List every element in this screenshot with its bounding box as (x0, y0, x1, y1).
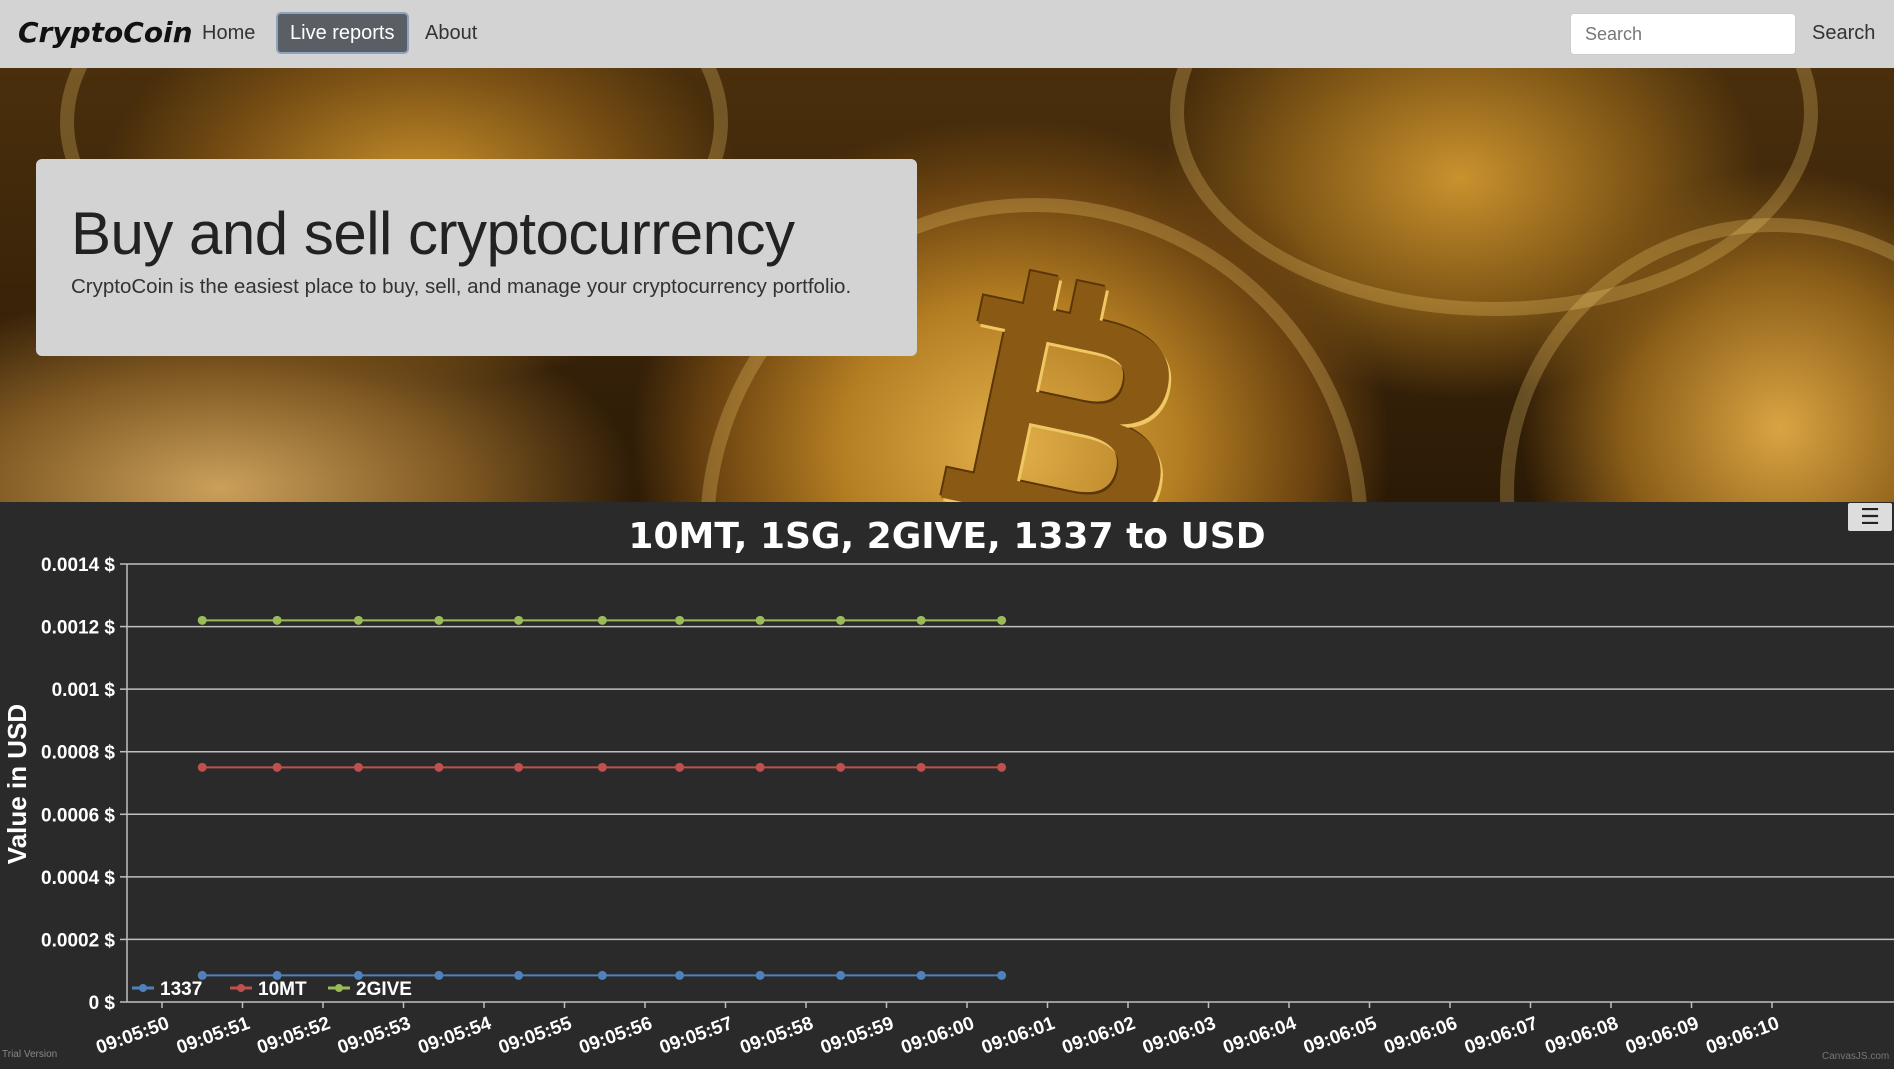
chart-legend[interactable]: 1337 10MT 2GIVE (132, 979, 412, 1000)
legend-dot-2GIVE (335, 984, 343, 992)
x-tick-label: 09:05:50 (93, 1013, 172, 1059)
x-tick-label: 09:05:58 (737, 1013, 816, 1059)
chart-series (197, 615, 1007, 980)
data-point-10MT (916, 762, 926, 772)
data-point-1337 (916, 970, 926, 980)
data-point-2GIVE (514, 615, 524, 625)
x-tick-label: 09:06:05 (1301, 1013, 1380, 1059)
x-tick-label: 09:05:56 (576, 1013, 655, 1059)
data-point-1337 (755, 970, 765, 980)
x-tick-label: 09:05:55 (496, 1013, 575, 1059)
chart-title: 10MT, 1SG, 2GIVE, 1337 to USD (628, 516, 1265, 557)
x-tick-label: 09:06:07 (1462, 1013, 1541, 1059)
data-point-2GIVE (997, 615, 1007, 625)
data-point-1337 (434, 970, 444, 980)
data-point-1337 (197, 970, 207, 980)
x-tick-label: 09:06:01 (979, 1013, 1058, 1059)
y-axis-ticks: 0 $ 0.0002 $ 0.0004 $ 0.0006 $ 0.0008 $ 0.001… (41, 555, 115, 1014)
brand-logo[interactable]: CryptoCoin (18, 16, 193, 49)
data-point-1337 (514, 970, 524, 980)
y-tick-label: 0.0006 $ (41, 805, 115, 826)
chart-credit-link[interactable]: CanvasJS.com (1822, 1051, 1890, 1062)
data-point-1337 (675, 970, 685, 980)
y-tick-label: 0.0014 $ (41, 555, 115, 576)
data-point-2GIVE (675, 615, 685, 625)
hero-title: Buy and sell cryptocurrency (71, 200, 795, 267)
chart-grid (120, 563, 1894, 1008)
x-tick-label: 09:06:06 (1381, 1013, 1460, 1059)
data-point-2GIVE (597, 615, 607, 625)
data-point-2GIVE (916, 615, 926, 625)
legend-item-10MT: 10MT (258, 979, 307, 1000)
chart-menu-button[interactable]: ☰ (1848, 503, 1892, 531)
search-input[interactable] (1570, 13, 1796, 55)
y-tick-label: 0.001 $ (52, 680, 116, 701)
data-point-2GIVE (197, 615, 207, 625)
data-point-10MT (755, 762, 765, 772)
x-tick-label: 09:06:04 (1220, 1013, 1299, 1059)
data-point-1337 (836, 970, 846, 980)
x-tick-label: 09:05:52 (254, 1013, 333, 1059)
live-report-chart-panel: 10MT, 1SG, 2GIVE, 1337 to USD Value in U… (0, 502, 1894, 1065)
legend-dot-10MT (237, 984, 245, 992)
data-point-10MT (597, 762, 607, 772)
x-tick-label: 09:05:59 (818, 1013, 897, 1059)
data-point-2GIVE (755, 615, 765, 625)
x-tick-label: 09:06:00 (898, 1013, 977, 1059)
y-tick-label: 0.0004 $ (41, 868, 115, 889)
data-point-2GIVE (272, 615, 282, 625)
nav-about[interactable]: About (425, 22, 478, 44)
data-point-10MT (836, 762, 846, 772)
y-axis-label: Value in USD (2, 704, 32, 864)
hamburger-icon: ☰ (1860, 504, 1880, 530)
hero-banner: ₿ Buy and sell cryptocurrency CryptoCoin… (0, 68, 1894, 502)
x-tick-label: 09:05:51 (174, 1013, 253, 1059)
live-report-chart: 10MT, 1SG, 2GIVE, 1337 to USD Value in U… (2, 516, 1894, 1059)
y-tick-label: 0 $ (89, 993, 116, 1014)
data-point-10MT (434, 762, 444, 772)
data-point-1337 (353, 970, 363, 980)
data-point-1337 (597, 970, 607, 980)
x-tick-label: 09:05:53 (335, 1013, 414, 1059)
data-point-10MT (197, 762, 207, 772)
data-point-2GIVE (434, 615, 444, 625)
data-point-1337 (997, 970, 1007, 980)
data-point-10MT (997, 762, 1007, 772)
navbar: CryptoCoin Home Live reports About Searc… (0, 0, 1894, 68)
chart-trial-label: Trial Version (2, 1049, 58, 1060)
data-point-10MT (514, 762, 524, 772)
x-tick-label: 09:06:09 (1623, 1013, 1702, 1059)
x-tick-label: 09:05:57 (657, 1013, 736, 1059)
legend-dot-1337 (139, 984, 147, 992)
nav-live-reports[interactable]: Live reports (276, 12, 409, 54)
x-tick-label: 09:05:54 (415, 1013, 494, 1059)
y-tick-label: 0.0002 $ (41, 930, 115, 951)
x-tick-label: 09:06:02 (1059, 1013, 1138, 1059)
nav-home[interactable]: Home (202, 22, 256, 44)
data-point-10MT (353, 762, 363, 772)
data-point-2GIVE (836, 615, 846, 625)
x-tick-label: 09:06:10 (1703, 1013, 1782, 1059)
x-axis-ticks: 09:05:50 09:05:51 09:05:52 09:05:53 09:05:54… (93, 1013, 1782, 1059)
data-point-10MT (675, 762, 685, 772)
data-point-1337 (272, 970, 282, 980)
x-tick-label: 09:06:03 (1140, 1013, 1219, 1059)
data-point-2GIVE (353, 615, 363, 625)
legend-item-1337: 1337 (160, 979, 202, 1000)
y-tick-label: 0.0012 $ (41, 618, 115, 639)
y-tick-label: 0.0008 $ (41, 743, 115, 764)
x-tick-label: 09:06:08 (1542, 1013, 1621, 1059)
data-point-10MT (272, 762, 282, 772)
hero-subtitle: CryptoCoin is the easiest place to buy, … (71, 275, 852, 298)
legend-item-2GIVE: 2GIVE (356, 979, 412, 1000)
hero-card: Buy and sell cryptocurrency CryptoCoin i… (36, 159, 917, 356)
search-button[interactable]: Search (1804, 12, 1883, 54)
